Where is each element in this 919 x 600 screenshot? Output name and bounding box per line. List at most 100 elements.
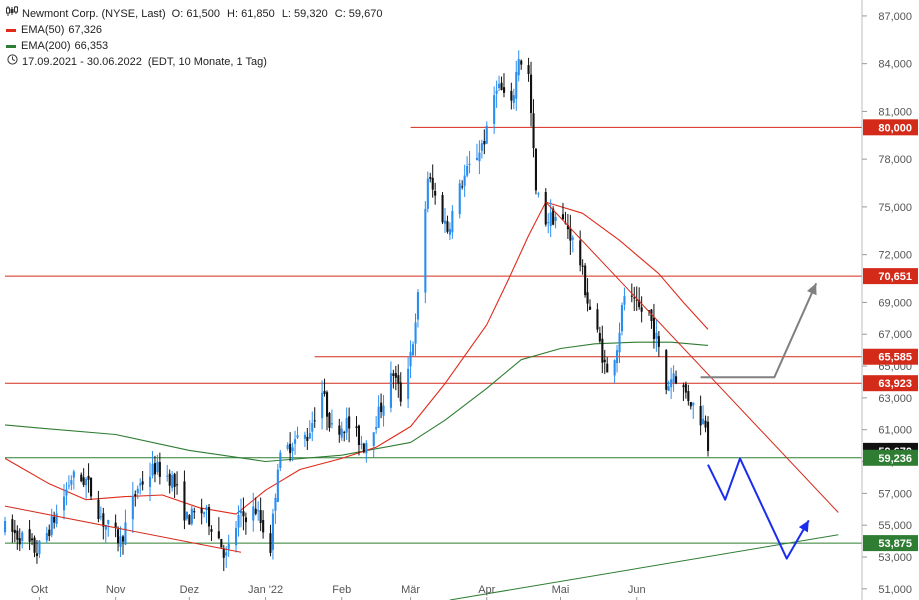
candle-body (321, 392, 324, 419)
candle-body (466, 166, 469, 176)
candle-body (512, 95, 515, 103)
legend-ema50-row[interactable]: EMA(50) 67,326 (6, 22, 386, 38)
candle-body (382, 405, 385, 416)
candle-body (33, 537, 36, 553)
legend-ema200-row[interactable]: EMA(200) 66,353 (6, 38, 386, 54)
candle-body (158, 462, 161, 477)
candle-body (11, 519, 14, 532)
candle-body (276, 469, 279, 502)
candle-body (217, 531, 220, 539)
candle-body (343, 432, 346, 434)
candle-body (70, 480, 73, 485)
candle-body (227, 544, 230, 549)
time-tick-label: Feb (332, 584, 351, 596)
candle-body (362, 443, 365, 453)
candle-body (495, 90, 498, 94)
candle-body (252, 506, 255, 521)
candle-body (571, 237, 574, 240)
candle-body (601, 338, 604, 363)
candle-body (618, 332, 621, 353)
price-axis[interactable]: 87,000 84,000 81,000 78,000 75,000 72,000 69,0… (861, 0, 918, 600)
price-tick-label: 81,000 (878, 106, 912, 118)
level-badge-label: 59,236 (878, 453, 912, 465)
candle-body (99, 516, 102, 518)
candle-body (630, 295, 633, 297)
candle-body (210, 529, 213, 532)
price-tick-label: 84,000 (878, 59, 912, 71)
candle-body (239, 510, 242, 514)
candle-body (397, 375, 400, 384)
candle-body (102, 513, 105, 527)
candle-body (635, 299, 638, 301)
time-tick-label: Mär (401, 584, 420, 596)
price-tick-label: 55,000 (878, 520, 912, 532)
candle-body (687, 391, 690, 402)
candle-body (303, 434, 306, 439)
level-badge-label: 70,651 (878, 271, 912, 283)
time-tick-label: Nov (106, 584, 126, 596)
candle-body (498, 83, 501, 88)
candle-body (510, 90, 513, 101)
candle-body (28, 529, 31, 542)
candle-body (554, 216, 557, 221)
candle-body (4, 521, 7, 533)
candle-body (193, 511, 196, 513)
candle-body (547, 222, 550, 224)
moving-averages (4, 201, 709, 515)
level-badge (863, 119, 918, 136)
candle-body (262, 520, 265, 533)
candle-body (348, 416, 351, 429)
candle-body (689, 402, 692, 407)
candle-body (63, 496, 66, 511)
candle-body (340, 428, 343, 438)
projections (700, 282, 818, 560)
candle-body (168, 473, 171, 486)
candle-body (286, 444, 289, 449)
ema200-swatch (6, 44, 16, 48)
candle-body (271, 513, 274, 550)
candle-body (87, 475, 90, 480)
candle-body (375, 427, 378, 430)
candle-body (441, 195, 444, 223)
candle-body (38, 540, 41, 555)
candle-body (237, 515, 240, 528)
trendline (4, 505, 242, 553)
candle-body (21, 532, 24, 541)
candle-body (638, 300, 641, 308)
time-tick-label: Apr (478, 584, 495, 596)
gray-projection-path (700, 282, 818, 379)
candle-body (461, 186, 464, 188)
candle-body (225, 552, 228, 556)
candle-body (517, 59, 520, 76)
candle-body (596, 309, 599, 330)
time-axis[interactable]: Okt Nov Dez Jan '22 Feb Mär Apr Mai Jun (31, 584, 646, 600)
candle-body (616, 350, 619, 364)
ema50-swatch (6, 28, 16, 32)
candle-body (171, 475, 174, 489)
candle-body (173, 473, 176, 487)
price-tick-label: 51,000 (878, 584, 912, 596)
blue-projection-path (707, 457, 810, 560)
candle-body (380, 402, 383, 412)
candle-body (372, 432, 375, 446)
candle-body (672, 373, 675, 383)
candle-body (279, 452, 282, 469)
candle-body (67, 485, 70, 487)
candle-body (183, 481, 186, 521)
clock-icon (6, 53, 18, 71)
legend-period-info: (EDT, 10 Monate, 1 Tag) (147, 56, 267, 68)
trendline (449, 534, 839, 600)
legend-ema50-value: 67,326 (68, 24, 103, 36)
candle-body (500, 82, 503, 90)
candle-body (699, 406, 702, 426)
candle-body (360, 443, 363, 445)
candle-body (114, 522, 117, 528)
candle-body (242, 511, 245, 517)
candle-body (16, 530, 19, 540)
legend-period: 17.09.2021 - 30.06.2022 (22, 56, 142, 68)
legend-ema50-label: EMA(50) (21, 24, 65, 36)
candle-body (603, 359, 606, 363)
candle-body (235, 528, 238, 546)
candle-body (90, 477, 93, 497)
